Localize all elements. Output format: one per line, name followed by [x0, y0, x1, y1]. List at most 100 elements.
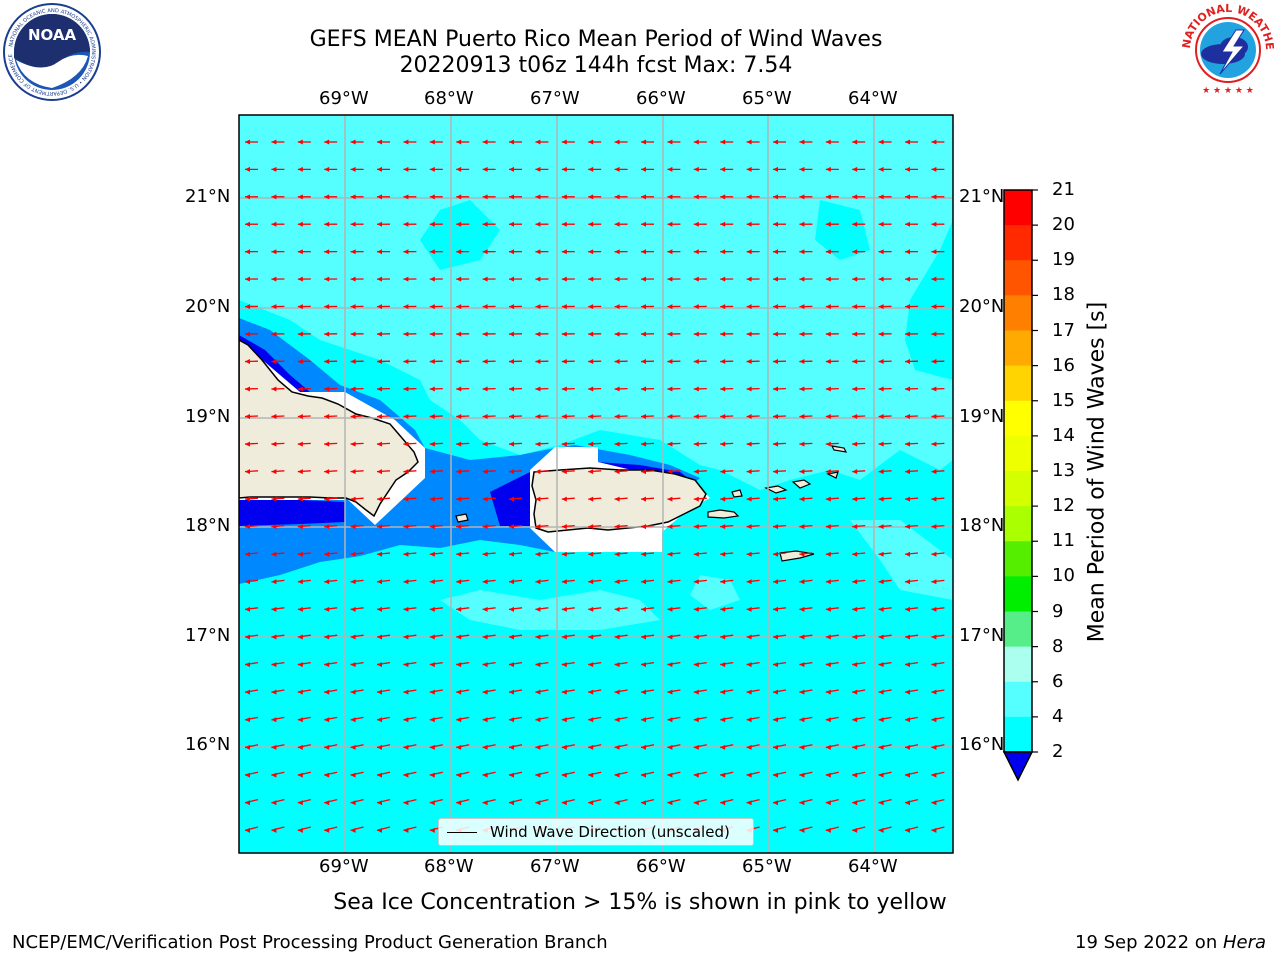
wave-direction-arrowhead [429, 359, 435, 365]
wave-direction-arrowhead [720, 166, 726, 172]
wave-direction-arrowhead [799, 496, 805, 502]
wave-direction-arrowhead [905, 606, 910, 612]
wave-direction-arrowhead [641, 717, 646, 723]
wave-direction-arrowhead [746, 469, 752, 475]
wave-direction-arrowhead [825, 166, 831, 172]
wave-direction-arrowhead [482, 221, 488, 227]
wave-direction-arrowhead [245, 304, 250, 310]
wave-direction-arrowhead [614, 414, 620, 420]
wave-direction-arrowhead [561, 359, 567, 365]
wave-direction-arrowhead [852, 662, 858, 668]
wave-direction-arrowhead [905, 524, 910, 530]
wave-direction-arrowhead [429, 276, 435, 282]
colorbar-tick-label: 6 [1052, 670, 1064, 692]
wave-direction-arrowhead [667, 744, 673, 750]
wave-direction-arrowhead [931, 386, 937, 392]
wave-direction-arrowhead [720, 194, 726, 200]
wave-direction-arrowhead [535, 441, 541, 447]
wave-direction-arrowhead [614, 386, 620, 392]
wave-direction-arrowhead [271, 414, 277, 420]
wave-direction-arrowhead [852, 496, 858, 502]
wave-direction-arrowhead [509, 606, 514, 612]
wave-direction-arrowhead [693, 221, 699, 227]
wave-direction-arrowhead [878, 689, 884, 695]
wave-direction-arrowhead [271, 139, 277, 145]
wave-direction-arrowhead [667, 304, 673, 310]
wave-direction-arrowhead [852, 166, 858, 172]
wave-direction-arrowhead [561, 386, 567, 392]
wave-direction-arrowhead [799, 221, 805, 227]
wave-direction-arrowhead [245, 414, 250, 420]
wave-direction-arrowhead [878, 634, 884, 640]
wave-direction-arrowhead [799, 524, 805, 530]
wave-direction-arrowhead [825, 717, 831, 723]
wave-direction-arrowhead [297, 772, 303, 778]
wave-direction-arrowhead [878, 524, 884, 530]
wave-direction-arrowhead [693, 139, 699, 145]
wave-direction-arrowhead [878, 441, 884, 447]
wave-direction-arrowhead [377, 689, 382, 695]
wave-direction-arrowhead [403, 139, 409, 145]
wave-direction-arrowhead [429, 524, 435, 530]
wave-direction-arrowhead [350, 717, 356, 723]
wave-direction-arrowhead [746, 139, 752, 145]
wave-direction-arrowhead [852, 386, 858, 392]
wave-direction-arrowhead [271, 634, 277, 640]
wave-direction-arrowhead [931, 579, 937, 585]
wave-direction-arrowhead [429, 331, 435, 337]
chart-title: GEFS MEAN Puerto Rico Mean Period of Win… [309, 27, 883, 52]
wave-direction-arrowhead [693, 689, 699, 695]
colorbar-band [1004, 576, 1032, 612]
wave-direction-arrowhead [905, 744, 910, 750]
wave-direction-arrowhead [825, 386, 831, 392]
wave-direction-arrowhead [377, 634, 382, 640]
wave-direction-arrowhead [825, 634, 831, 640]
wave-direction-arrowhead [535, 414, 541, 420]
wave-direction-arrowhead [456, 551, 462, 557]
lat-label-left: 16°N [185, 734, 231, 755]
wave-direction-arrowhead [773, 496, 778, 502]
wave-direction-arrowhead [799, 579, 805, 585]
wave-direction-arrowhead [429, 166, 435, 172]
wave-direction-arrowhead [297, 579, 303, 585]
lat-label-right: 18°N [959, 515, 1005, 536]
wave-direction-arrowhead [403, 469, 409, 475]
wave-direction-arrowhead [931, 139, 937, 145]
wave-direction-arrowhead [324, 194, 330, 200]
wave-direction-arrowhead [614, 689, 620, 695]
wave-direction-arrowhead [667, 166, 673, 172]
wave-direction-arrowhead [482, 469, 488, 475]
wave-direction-arrowhead [324, 469, 330, 475]
wave-direction-arrowhead [535, 524, 541, 530]
wave-direction-arrowhead [297, 800, 303, 806]
wave-direction-arrowhead [931, 634, 937, 640]
lat-label-left: 18°N [185, 515, 231, 536]
wave-direction-arrowhead [324, 331, 330, 337]
wave-direction-arrowhead [535, 166, 541, 172]
wave-direction-arrowhead [693, 606, 699, 612]
wave-direction-arrowhead [271, 359, 277, 365]
wave-direction-arrowhead [245, 359, 250, 365]
wave-direction-arrowhead [614, 524, 620, 530]
wave-direction-arrowhead [245, 662, 250, 668]
wave-direction-arrowhead [324, 744, 330, 750]
wave-direction-arrowhead [799, 441, 805, 447]
colorbar-tick-label: 20 [1052, 214, 1075, 236]
wave-direction-arrowhead [456, 606, 462, 612]
wave-direction-arrowhead [297, 606, 303, 612]
wave-direction-arrowhead [667, 221, 673, 227]
wave-direction-arrowhead [297, 827, 303, 833]
wave-direction-arrowhead [746, 634, 752, 640]
wave-direction-arrowhead [693, 249, 699, 255]
wave-direction-arrowhead [429, 772, 435, 778]
wave-direction-arrowhead [878, 717, 884, 723]
nws-logo: NATIONAL WEATHER SERVICE ★ ★ ★ ★ ★ [1178, 0, 1276, 97]
wave-direction-arrowhead [350, 304, 356, 310]
wave-direction-arrowhead [825, 551, 831, 557]
lat-label-right: 17°N [959, 625, 1005, 646]
wave-direction-arrowhead [852, 827, 858, 833]
colorbar-band [1004, 611, 1032, 648]
wave-direction-arrowhead [693, 469, 699, 475]
wave-direction-arrowhead [324, 606, 330, 612]
wave-direction-arrowhead [245, 717, 250, 723]
